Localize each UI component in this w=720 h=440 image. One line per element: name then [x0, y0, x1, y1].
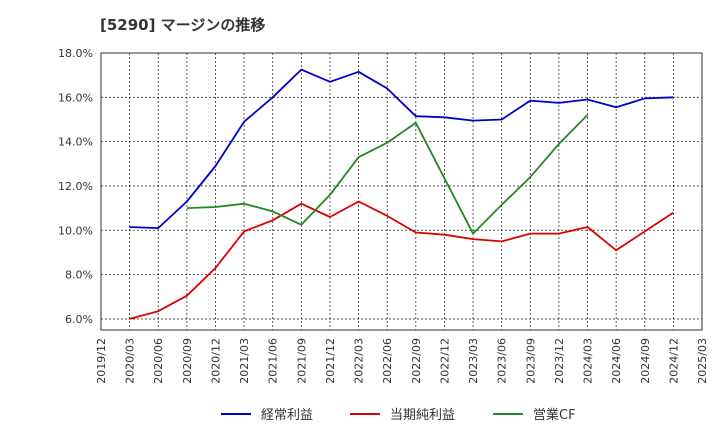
- y-tick-label: 18.0%: [58, 47, 93, 60]
- x-tick-label: 2021/09: [295, 338, 308, 384]
- x-tick-label: 2020/06: [152, 338, 165, 384]
- y-tick-label: 16.0%: [58, 91, 93, 104]
- legend-label-2: 当期純利益: [390, 408, 455, 423]
- y-tick-label: 8.0%: [65, 269, 93, 282]
- x-tick-label: 2020/12: [209, 338, 222, 384]
- x-tick-label: 2020/09: [181, 338, 194, 384]
- x-tick-label: 2022/12: [438, 338, 451, 384]
- x-tick-label: 2021/12: [324, 338, 337, 384]
- x-tick-label: 2020/03: [124, 338, 137, 384]
- x-tick-label: 2023/03: [467, 338, 480, 384]
- x-tick-label: 2023/12: [553, 338, 566, 384]
- x-tick-label: 2024/12: [667, 338, 680, 384]
- series-line-1: [129, 68, 674, 229]
- series-line-2: [129, 200, 674, 320]
- y-tick-label: 6.0%: [65, 313, 93, 326]
- x-tick-label: 2023/06: [496, 338, 509, 384]
- legend-label-1: 経常利益: [261, 408, 313, 423]
- x-tick-label: 2025/03: [696, 338, 709, 384]
- plot-frame: [100, 52, 703, 331]
- x-tick-label: 2019/12: [95, 338, 108, 384]
- y-tick-label: 14.0%: [58, 136, 93, 149]
- x-tick-label: 2022/03: [353, 338, 366, 384]
- series-line-3: [186, 114, 589, 235]
- x-tick-label: 2024/09: [639, 338, 652, 384]
- legend-label-3: 営業CF: [533, 407, 576, 423]
- chart-title: [5290] マージンの推移: [100, 16, 266, 34]
- y-tick-label: 12.0%: [58, 180, 93, 193]
- x-tick-label: 2021/06: [267, 338, 280, 384]
- x-tick-label: 2023/09: [524, 338, 537, 384]
- x-tick-label: 2024/03: [582, 338, 595, 384]
- x-tick-label: 2021/03: [238, 338, 251, 384]
- x-tick-label: 2022/06: [381, 338, 394, 384]
- y-tick-label: 10.0%: [58, 224, 93, 237]
- plot-area: [101, 53, 702, 330]
- x-tick-label: 2024/06: [610, 338, 623, 384]
- x-tick-label: 2022/09: [410, 338, 423, 384]
